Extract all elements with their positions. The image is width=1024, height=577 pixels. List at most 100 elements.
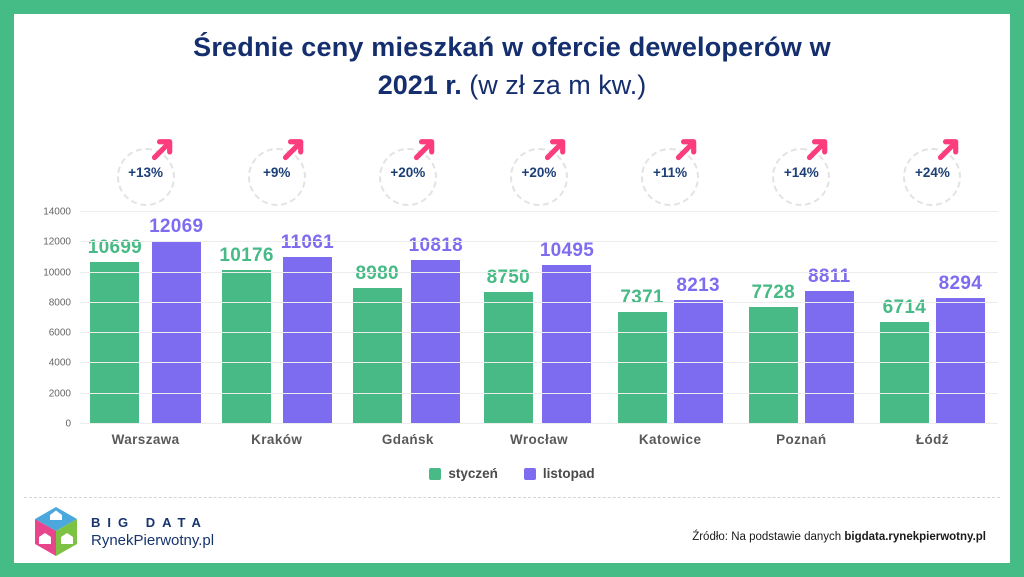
bar-value-label: 10176 [219, 244, 274, 266]
bar [282, 256, 332, 424]
gridline [80, 211, 998, 212]
arrow-icon-wrap [805, 135, 832, 162]
bar [411, 260, 461, 424]
bar-column: 8213 [673, 212, 723, 424]
pct-change-badge: +14% [772, 139, 831, 206]
y-axis-tick: 4000 [48, 357, 71, 369]
bar-group: 8980 10818 [342, 212, 473, 424]
arrow-icon-wrap [281, 135, 308, 162]
legend-label: listopad [542, 466, 595, 481]
pct-badges-row: +13% +9% +20% +20% +11% +14% +24% [80, 132, 998, 212]
bar-value-label: 8213 [676, 274, 720, 296]
bar-value-label: 11061 [280, 231, 335, 253]
trend-up-arrow-icon [807, 139, 828, 161]
legend-label: styczeń [448, 466, 498, 481]
bar-column: 10699 [88, 212, 142, 424]
chart-legend: styczeń listopad [14, 466, 1010, 481]
bar [935, 298, 985, 424]
pct-change-value: +13% [128, 165, 164, 180]
pct-change-value: +20% [521, 165, 557, 180]
gridline [80, 301, 998, 303]
arrow-icon-wrap [543, 135, 570, 162]
bar [352, 288, 402, 424]
bar-value-label: 7728 [751, 281, 795, 303]
arrow-icon-wrap [936, 135, 963, 162]
x-axis-label: Warszawa [111, 432, 180, 447]
brand-logo: BIG DATA RynekPierwotny.pl [32, 506, 214, 558]
trend-up-arrow-icon [282, 139, 303, 161]
page-title: Średnie ceny mieszkań w ofercie dewelope… [14, 28, 1010, 104]
bar-column: 7371 [617, 212, 667, 424]
pct-badge-cell: +20% [342, 132, 473, 212]
plot-area: 10699 12069 10176 11061 8980 10818 8750 10495 73… [43, 207, 998, 430]
bar-column: 8980 [352, 212, 402, 424]
bar-value-label: 10699 [87, 237, 143, 258]
x-axis-label: Łódź [915, 432, 949, 447]
bar [90, 262, 140, 424]
trend-up-arrow-icon [938, 139, 959, 161]
bar-group: 6714 8294 [867, 212, 998, 424]
bar-value-label: 10818 [408, 235, 464, 257]
pct-badge-cell: +9% [211, 132, 342, 212]
bar-column: 10495 [540, 212, 594, 424]
bar-value-label: 7371 [620, 287, 664, 309]
legend-swatch [523, 467, 536, 480]
x-axis-label: Gdańsk [381, 432, 434, 447]
trend-up-arrow-icon [151, 139, 172, 161]
bar [542, 265, 592, 424]
bar [483, 291, 533, 424]
x-axis-label: Wrocław [509, 432, 569, 447]
bar-column: 10176 [219, 212, 273, 424]
bar-value-label: 8811 [808, 265, 851, 287]
arrow-icon-wrap [412, 135, 439, 162]
bar-group: 7371 8213 [605, 212, 736, 424]
x-axis-label: Katowice [638, 432, 702, 447]
gridline [80, 271, 998, 273]
bar-group: 10176 11061 [211, 212, 342, 424]
infographic-card: Średnie ceny mieszkań w ofercie dewelope… [14, 14, 1010, 563]
legend-swatch [429, 467, 442, 480]
brand-name-line2: RynekPierwotny.pl [91, 532, 215, 549]
bar-column: 8294 [935, 212, 985, 424]
bar-value-label: 8980 [355, 263, 399, 285]
pct-change-badge: +20% [378, 139, 437, 206]
title-line-2: 2021 r. (w zł za m kw.) [14, 66, 1010, 104]
y-axis-tick: 10000 [43, 267, 71, 279]
pct-badge-cell: +20% [473, 132, 604, 212]
title-line-1: Średnie ceny mieszkań w ofercie dewelope… [193, 32, 831, 62]
pct-badge-cell: +13% [80, 132, 211, 212]
bar-column: 8811 [804, 212, 854, 424]
arrow-icon-wrap [674, 135, 701, 162]
legend-item: styczeń [429, 466, 498, 481]
pct-change-value: +14% [783, 165, 819, 180]
gridline [80, 241, 998, 243]
title-unit: (w zł za m kw.) [461, 70, 647, 100]
bar-groups: 10699 12069 10176 11061 8980 10818 8750 10495 73… [80, 212, 998, 424]
pct-change-badge: +13% [116, 139, 175, 206]
trend-up-arrow-icon [676, 139, 697, 161]
y-axis-tick: 0 [65, 418, 71, 430]
y-axis-tick: 12000 [43, 236, 71, 248]
pct-change-value: +11% [653, 165, 688, 180]
bar [617, 312, 667, 424]
pct-change-value: +20% [390, 165, 426, 180]
bar-column: 11061 [281, 212, 334, 424]
legend-item: listopad [523, 466, 595, 481]
footer-divider [24, 497, 1000, 498]
bar-value-label: 8294 [938, 273, 983, 295]
y-axis-tick: 14000 [43, 206, 71, 218]
bar-value-label: 8750 [486, 266, 531, 288]
pct-change-badge: +24% [903, 139, 962, 206]
bar [804, 290, 854, 424]
pct-change-value: +24% [914, 165, 950, 180]
title-year: 2021 r. [377, 70, 462, 100]
gridline [80, 392, 998, 394]
pct-badge-cell: +11% [605, 132, 736, 212]
arrow-icon-wrap [150, 135, 177, 162]
trend-up-arrow-icon [544, 139, 566, 161]
bar-column: 10818 [409, 212, 463, 424]
y-axis-tick: 6000 [48, 327, 71, 339]
pct-badge-cell: +14% [736, 132, 867, 212]
pct-change-badge: +11% [641, 139, 700, 206]
